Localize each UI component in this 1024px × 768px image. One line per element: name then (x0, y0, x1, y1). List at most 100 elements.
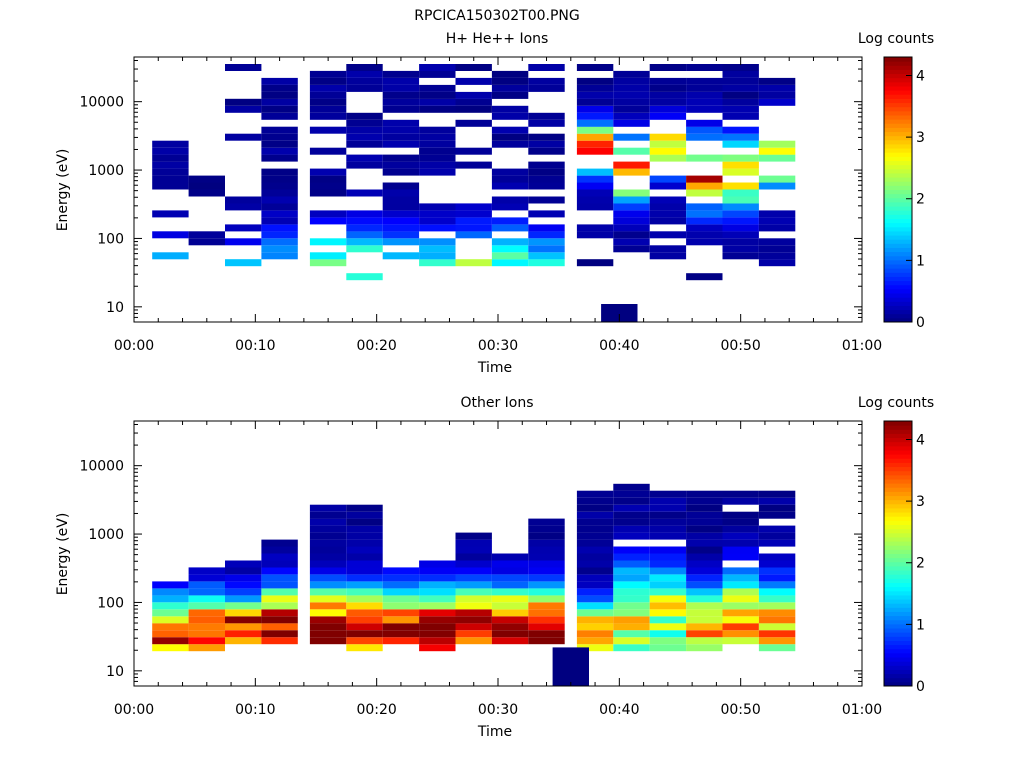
heatmap-cell (225, 574, 262, 582)
heatmap-cell (309, 77, 347, 85)
heatmap-cell (576, 224, 614, 232)
x-axis-ticks: 00:00 00:10 00:20 00:30 00:40 00:50 01:00 (114, 421, 882, 718)
heatmap-cell (419, 602, 456, 610)
heatmap-cell (722, 245, 759, 253)
heatmap-cell (576, 588, 614, 596)
heatmap-cell (528, 581, 565, 589)
heatmap-cell (686, 490, 723, 498)
colorbar-swatch (884, 209, 912, 215)
heatmap-cell (613, 546, 650, 554)
colorbar-swatch (884, 213, 912, 219)
heatmap-cell (346, 77, 383, 85)
heatmap-cell (309, 91, 347, 99)
heatmap-cell (649, 532, 687, 540)
heatmap-cell (309, 259, 347, 267)
heatmap-cell (528, 539, 565, 547)
heatmap-cell (758, 504, 796, 512)
colorbar-swatch (884, 437, 912, 443)
heatmap-cell (419, 259, 456, 267)
heatmap-cell (491, 182, 529, 190)
heatmap-cell (382, 595, 420, 603)
colorbar-swatch (884, 627, 912, 633)
heatmap-cell (188, 175, 225, 183)
heatmap-cell (419, 147, 456, 155)
colorbar-swatch (884, 317, 912, 323)
heatmap-cell (419, 224, 456, 232)
heatmap-cell (491, 259, 529, 267)
heatmap-cell (649, 154, 687, 162)
heatmap-cell (613, 609, 650, 617)
heatmap-cell (491, 560, 529, 568)
heatmap-cell (419, 140, 456, 148)
heatmap-cell (758, 259, 796, 267)
heatmap-cell (528, 616, 565, 624)
colorbar-swatch (884, 652, 912, 658)
heatmap-cell (722, 574, 759, 582)
heatmap-cell (382, 637, 420, 645)
heatmap-cell (491, 602, 529, 610)
colorbar-swatch (884, 106, 912, 112)
heatmap-cell (576, 644, 614, 652)
colorbar-swatch (884, 304, 912, 311)
heatmap-cell (758, 147, 796, 155)
colorbar-label: Log counts (858, 31, 934, 47)
heatmap-cell (649, 623, 687, 631)
heatmap-cell (309, 539, 347, 547)
heatmap-cell (649, 147, 687, 155)
heatmap-cell (613, 133, 650, 141)
heatmap-cell (576, 168, 614, 176)
x-tick-label: 01:00 (842, 338, 882, 354)
heatmap-cell (152, 630, 189, 638)
heatmap-cell (686, 133, 723, 141)
heatmap-cell (491, 84, 529, 92)
heatmap-cell (419, 154, 456, 162)
heatmap-cell (722, 609, 759, 617)
heatmap-cell (649, 581, 687, 589)
heatmap-cell (649, 553, 687, 561)
colorbar-swatch (884, 217, 912, 224)
heatmap-cell (455, 231, 492, 239)
heatmap-cell (261, 203, 298, 211)
heatmap-cell (686, 91, 723, 99)
colorbar-swatch (884, 155, 912, 162)
heatmap-cell (455, 588, 492, 596)
colorbar-swatch (884, 577, 912, 583)
heatmap-cell (346, 532, 383, 540)
colorbar-swatch (884, 234, 912, 240)
heatmap-cell (758, 217, 796, 225)
heatmap-cell (491, 623, 529, 631)
heatmap-cell (188, 609, 225, 617)
heatmap-cell (188, 630, 225, 638)
heatmap-cell (576, 511, 614, 519)
colorbar-swatch (884, 581, 912, 588)
colorbar-swatch (884, 606, 912, 612)
heatmap-cell (382, 217, 420, 225)
heatmap-cell (722, 630, 759, 638)
heatmap-cell (722, 189, 759, 197)
heatmap-cell (758, 602, 796, 610)
heatmap-cell (686, 539, 723, 547)
heatmap-cell (528, 196, 565, 204)
heatmap-cell (261, 637, 298, 645)
heatmap-cell (188, 637, 225, 645)
heatmap-cell (649, 133, 687, 141)
heatmap-cell (309, 616, 347, 624)
heatmap-cell (528, 567, 565, 575)
heatmap-cell (419, 609, 456, 617)
heatmap-cell (346, 525, 383, 533)
heatmap-cell (152, 154, 189, 162)
heatmap-cell (346, 539, 383, 547)
heatmap-cell (455, 147, 492, 155)
heatmap-cell (613, 490, 650, 498)
heatmap-cell (309, 588, 347, 596)
heatmap-cell (686, 630, 723, 638)
heatmap-cell (346, 560, 383, 568)
heatmap-cell (309, 175, 347, 183)
heatmap-cell (419, 588, 456, 596)
heatmap-cell (722, 98, 759, 106)
heatmap-cell (528, 210, 565, 218)
heatmap-cell (686, 581, 723, 589)
heatmap-cell (382, 210, 420, 218)
panel-other-ions: Other Ions Log counts Time Energy (eV) 0… (55, 395, 934, 740)
